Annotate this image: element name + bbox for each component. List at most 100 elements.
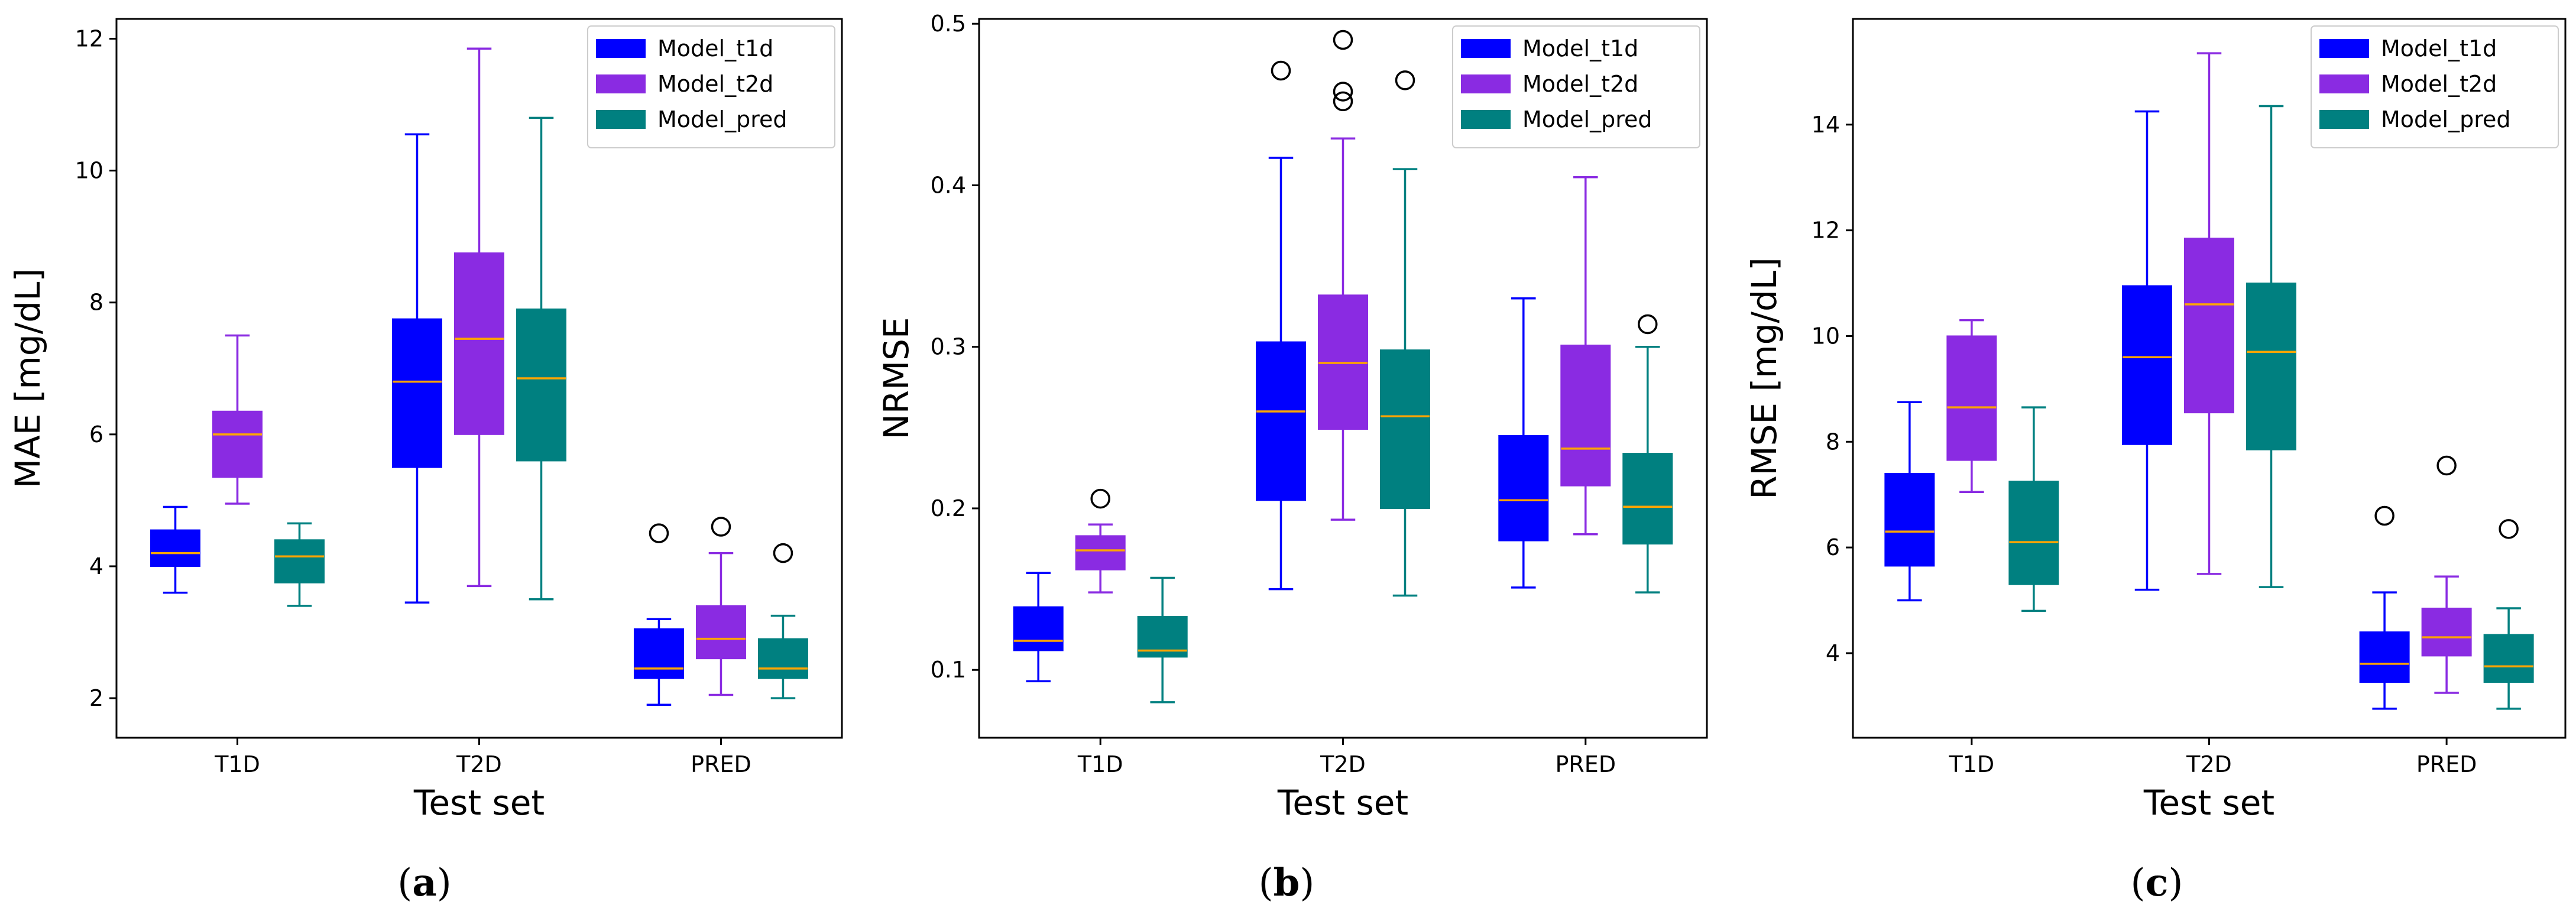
legend-label-Model_t2d: Model_t2d [2381, 71, 2497, 97]
box-Model_t2d-PRED [2421, 455, 2472, 694]
box-iqr [1946, 335, 1997, 461]
box-Model_t2d-T2D [1318, 30, 1368, 521]
box-iqr [695, 605, 746, 660]
box-Model_t1d-T2D [392, 133, 442, 604]
outlier-point [1333, 82, 1353, 102]
legend-label-Model_t1d: Model_t1d [657, 35, 773, 61]
y-axis-label: NRMSE [876, 317, 916, 439]
outlier-point [1638, 314, 1658, 335]
box-Model_t1d-T2D [1256, 60, 1306, 591]
outlier-point [1395, 70, 1415, 90]
box-Model_t1d-T1D [1884, 401, 1935, 602]
box-Model_t1d-PRED [2359, 505, 2410, 710]
box-Model_t2d-T1D [212, 334, 263, 505]
box-Model_pred-T2D [1380, 70, 1430, 597]
y-tick-label: 4 [89, 553, 103, 579]
box-Model_pred-PRED [757, 543, 808, 699]
box-Model_pred-PRED [1622, 314, 1673, 594]
box-Model_pred-T2D [2246, 105, 2296, 588]
x-axis-label: Test set [2143, 783, 2274, 823]
box-iqr [454, 252, 504, 435]
legend-swatch-Model_t2d [2319, 74, 2369, 93]
box-iqr [1622, 453, 1673, 545]
box-iqr [2421, 607, 2472, 657]
legend: Model_t1d Model_t2d Model_pred [2311, 25, 2559, 148]
box-iqr [2122, 285, 2172, 445]
box-Model_t2d-PRED [695, 517, 746, 696]
box-iqr [212, 410, 263, 478]
legend-label-Model_pred: Model_pred [657, 106, 788, 132]
legend-swatch-Model_pred [596, 110, 646, 129]
y-tick-label: 0.3 [931, 334, 966, 360]
legend-label-Model_t2d: Model_t2d [657, 71, 773, 97]
box-Model_t1d-PRED [633, 523, 684, 706]
x-tick-label: T2D [2186, 751, 2232, 777]
y-tick-label: 2 [89, 685, 103, 711]
outlier-point [1333, 91, 1353, 112]
y-tick-label: 12 [75, 25, 103, 51]
y-tick-label: 0.1 [931, 657, 966, 683]
box-iqr [1256, 341, 1306, 501]
legend-frame [2311, 25, 2559, 148]
box-Model_t1d-T1D [1013, 572, 1064, 683]
box-iqr [2184, 238, 2234, 414]
box-iqr [150, 529, 201, 567]
x-tick-label: T1D [1077, 751, 1123, 777]
box-iqr [1560, 344, 1611, 487]
box-Model_t2d-PRED [1560, 176, 1611, 536]
box-iqr [757, 638, 808, 679]
box-iqr [1498, 435, 1549, 541]
legend-swatch-Model_pred [1461, 110, 1511, 129]
y-tick-label: 10 [1812, 323, 1840, 349]
legend-label-Model_pred: Model_pred [2381, 106, 2511, 132]
box-iqr [1884, 472, 1935, 567]
box-Model_t1d-T2D [2122, 110, 2172, 591]
box-Model_pred-T1D [2008, 406, 2059, 612]
y-tick-label: 14 [1812, 112, 1840, 138]
chart-panel-a: 2 4 6 8 10 12 T1D T2D PRED Test set MAE [mg/dL] Mod… [8, 18, 843, 905]
legend-swatch-Model_t2d [596, 74, 646, 93]
panel-caption: (c) [2131, 861, 2183, 905]
box-iqr [1380, 349, 1430, 509]
outlier-point [2499, 519, 2519, 539]
outlier-point [649, 523, 669, 543]
box-iqr [2359, 631, 2410, 683]
x-tick-label: PRED [1555, 751, 1616, 777]
legend-swatch-Model_t1d [2319, 39, 2369, 58]
legend-label-Model_t1d: Model_t1d [2381, 35, 2497, 61]
outlier-point [773, 543, 793, 563]
x-tick-label: T2D [456, 751, 502, 777]
y-tick-label: 10 [75, 158, 103, 184]
y-tick-label: 0.5 [931, 11, 966, 37]
box-iqr [1013, 606, 1064, 651]
box-Model_t2d-T2D [454, 47, 504, 588]
legend-frame [1452, 25, 1700, 148]
box-iqr [2246, 283, 2296, 450]
box-Model_t2d-T1D [1075, 488, 1126, 594]
box-iqr [2008, 481, 2059, 585]
x-tick-label: PRED [2416, 751, 2477, 777]
legend-label-Model_pred: Model_pred [1522, 106, 1652, 132]
box-Model_t1d-T1D [150, 505, 201, 594]
legend: Model_t1d Model_t2d Model_pred [1452, 25, 1700, 148]
box-iqr [516, 308, 566, 462]
box-Model_t1d-PRED [1498, 297, 1549, 589]
panel-caption: (a) [397, 861, 451, 905]
x-axis-label: Test set [413, 783, 545, 823]
box-Model_t2d-T2D [2184, 52, 2234, 575]
outlier-point [2374, 505, 2394, 526]
legend-swatch-Model_t2d [1461, 74, 1511, 93]
chart-panel-b: 0.1 0.2 0.3 0.4 0.5 T1D T2D PRED Test set NRMSE Mo… [876, 11, 1708, 905]
outlier-point [1271, 60, 1291, 81]
box-iqr [274, 539, 325, 583]
y-tick-label: 0.4 [931, 172, 966, 198]
y-tick-label: 8 [89, 290, 103, 316]
outlier-point [1090, 488, 1110, 509]
y-tick-label: 4 [1826, 640, 1840, 666]
outlier-point [2436, 455, 2457, 476]
box-Model_pred-T1D [274, 522, 325, 607]
box-iqr [1075, 535, 1126, 570]
y-tick-label: 0.2 [931, 495, 966, 521]
